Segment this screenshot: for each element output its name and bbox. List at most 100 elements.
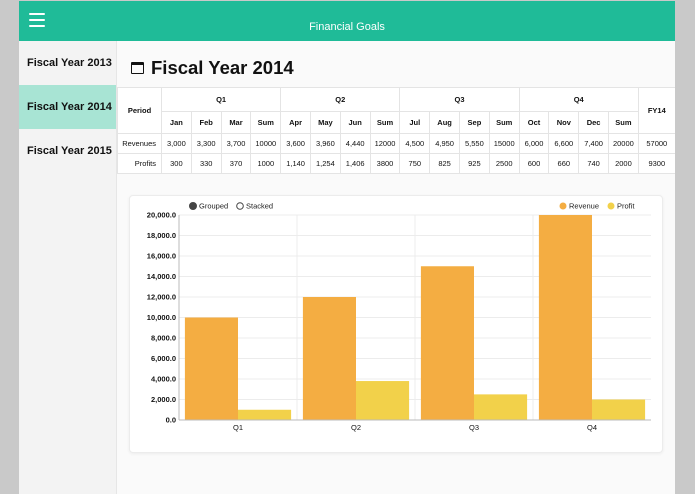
table-cell: 330 [190, 153, 222, 174]
y-tick-label: 18,000.0 [147, 231, 176, 240]
quarter-header: Q1 [160, 87, 282, 112]
month-header: Jan [161, 111, 192, 134]
stacked-label[interactable]: Stacked [246, 202, 273, 211]
bar-revenue-q2[interactable] [302, 297, 356, 420]
table-cell: 10000 [250, 133, 282, 154]
month-header: Mar [220, 111, 252, 134]
legend-profit-swatch[interactable] [607, 202, 615, 210]
table-cell: 3800 [369, 153, 401, 174]
table-cell: 1,140 [280, 153, 311, 174]
table-cell: 3,700 [220, 133, 252, 154]
bar-revenue-q4[interactable] [538, 215, 592, 420]
month-header: Sum [608, 111, 639, 134]
x-tick-label: Q4 [587, 423, 597, 432]
app-title: Financial Goals [309, 21, 385, 33]
table-cell: 2000 [608, 153, 639, 174]
y-tick-label: 0.0 [166, 416, 176, 425]
month-header: Sum [369, 111, 401, 134]
table-cell: 57000 [637, 133, 675, 154]
financial-table: Period Q1 Q2 Q3 Q4 FY14 Jan Feb Mar Sum … [117, 87, 675, 174]
table-cell: 3,960 [310, 133, 341, 154]
bar-profit-q1[interactable] [238, 409, 292, 420]
main-content: Fiscal Year 2014 Period Q1 Q2 Q3 Q4 FY14 [117, 41, 675, 494]
table-cell: 370 [220, 153, 252, 174]
y-tick-label: 6,000.0 [151, 354, 176, 363]
legend-profit-label[interactable]: Profit [617, 202, 635, 211]
legend-revenue-label[interactable]: Revenue [569, 202, 599, 211]
bar-revenue-q3[interactable] [420, 266, 474, 420]
table-cell: 740 [578, 153, 609, 174]
quarter-header: Q4 [518, 87, 639, 112]
y-tick-label: 2,000.0 [151, 395, 176, 404]
table-cell: 750 [399, 153, 431, 174]
legend-revenue-swatch[interactable] [559, 202, 567, 210]
y-tick-label: 4,000.0 [151, 375, 176, 384]
y-tick-label: 8,000.0 [151, 334, 176, 343]
table-cell: 1000 [250, 153, 282, 174]
bar-revenue-q1[interactable] [184, 317, 238, 421]
top-app-bar: Financial Goals [19, 1, 675, 41]
page-title: Fiscal Year 2014 [151, 57, 294, 78]
month-header: Sep [459, 111, 490, 134]
y-tick-label: 16,000.0 [147, 252, 176, 261]
table-cell: 5,550 [459, 133, 490, 154]
calendar-icon [131, 62, 144, 74]
y-tick-label: 14,000.0 [147, 272, 176, 281]
sidebar-item-fy2013[interactable]: Fiscal Year 2013 [27, 57, 112, 69]
month-header: Sum [250, 111, 282, 134]
table-cell: 4,440 [339, 133, 371, 154]
grouped-radio-icon[interactable] [189, 202, 197, 210]
table-cell: 3,300 [190, 133, 222, 154]
table-cell: 9300 [637, 153, 675, 174]
month-header: Jun [339, 111, 371, 134]
grouped-label[interactable]: Grouped [199, 202, 228, 211]
table-cell: 660 [548, 153, 580, 174]
stacked-radio-icon[interactable] [236, 202, 244, 210]
x-tick-label: Q3 [469, 423, 479, 432]
month-header: Sum [488, 111, 520, 134]
app-window: Financial Goals Fiscal Year 2013 Fiscal … [19, 1, 675, 494]
sidebar-item-fy2015[interactable]: Fiscal Year 2015 [27, 145, 112, 157]
month-header: Dec [578, 111, 609, 134]
quarter-header: Q2 [280, 87, 401, 112]
y-tick-label: 12,000.0 [147, 293, 176, 302]
sidebar-item-fy2014[interactable]: Fiscal Year 2014 [19, 85, 116, 129]
page-header: Fiscal Year 2014 [131, 56, 294, 80]
row-label: Profits [117, 153, 162, 174]
quarter-header: Q3 [399, 87, 520, 112]
month-header: Apr [280, 111, 311, 134]
bar-profit-q4[interactable] [592, 399, 646, 421]
x-tick-label: Q2 [351, 423, 361, 432]
y-tick-label: 10,000.0 [147, 313, 176, 322]
table-cell: 300 [161, 153, 192, 174]
table-cell: 4,950 [429, 133, 460, 154]
hamburger-menu-icon[interactable] [29, 13, 45, 27]
month-header: Nov [548, 111, 580, 134]
table-cell: 825 [429, 153, 460, 174]
table-cell: 1,254 [310, 153, 341, 174]
table-cell: 1,406 [339, 153, 371, 174]
sidebar: Fiscal Year 2013 Fiscal Year 2014 Fiscal… [19, 41, 117, 494]
month-header: Jul [399, 111, 431, 134]
table-cell: 7,400 [578, 133, 609, 154]
table-cell: 6,600 [548, 133, 580, 154]
bar-profit-q2[interactable] [356, 381, 410, 420]
table-cell: 12000 [369, 133, 401, 154]
y-tick-label: 20,000.0 [147, 211, 176, 220]
table-cell: 15000 [488, 133, 520, 154]
table-cell: 4,500 [399, 133, 431, 154]
table-cell: 3,000 [161, 133, 192, 154]
month-header: Oct [518, 111, 550, 134]
month-header: Feb [190, 111, 222, 134]
bar-profit-q3[interactable] [474, 394, 528, 420]
fy-total-header: FY14 [637, 87, 675, 134]
table-cell: 20000 [608, 133, 639, 154]
period-header: Period [117, 87, 162, 134]
table-cell: 6,000 [518, 133, 550, 154]
x-tick-label: Q1 [233, 423, 243, 432]
month-header: May [310, 111, 341, 134]
chart-card: 20,000.0 18,000.0 16,000.0 14,000.0 12,000.0… [129, 195, 663, 453]
table-cell: 3,600 [280, 133, 311, 154]
month-header: Aug [429, 111, 460, 134]
